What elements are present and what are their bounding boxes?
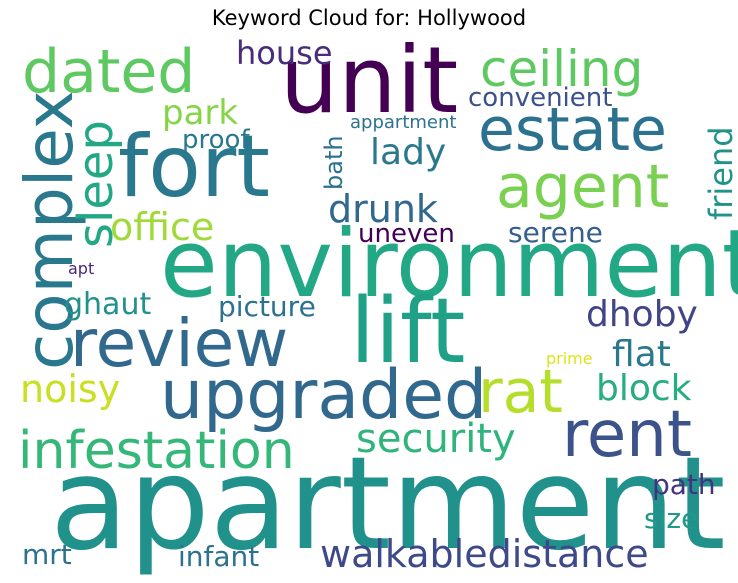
word-convenient: convenient bbox=[468, 83, 612, 113]
word-ghaut: ghaut bbox=[64, 287, 151, 322]
word-drunk: drunk bbox=[328, 187, 438, 231]
word-infant: infant bbox=[178, 540, 259, 573]
word-lady: lady bbox=[370, 132, 446, 173]
word-environment: environment bbox=[160, 210, 738, 319]
word-walkabledistance: walkabledistance bbox=[320, 532, 649, 576]
word-uneven: uneven bbox=[358, 219, 455, 249]
word-appartment: appartment bbox=[350, 112, 456, 133]
word-estate: estate bbox=[478, 95, 667, 165]
word-dhoby: dhoby bbox=[586, 294, 698, 335]
word-friend: friend bbox=[702, 126, 738, 220]
word-sleep: sleep bbox=[68, 120, 124, 248]
word-proof: proof bbox=[182, 125, 250, 155]
word-rent: rent bbox=[562, 398, 692, 472]
word-apartment: apartment bbox=[50, 430, 726, 579]
word-lift: lift bbox=[350, 279, 465, 384]
word-ceiling: ceiling bbox=[480, 40, 643, 98]
word-review: review bbox=[70, 305, 288, 382]
word-upgraded: upgraded bbox=[160, 356, 487, 435]
word-complex: complex bbox=[11, 90, 88, 370]
word-rat: rat bbox=[478, 357, 563, 427]
word-size: size bbox=[644, 502, 698, 535]
word-infestation: infestation bbox=[18, 421, 295, 481]
chart-title: Keyword Cloud for: Hollywood bbox=[211, 6, 527, 30]
word-noisy: noisy bbox=[20, 367, 120, 411]
word-security: security bbox=[356, 416, 516, 462]
word-park: park bbox=[162, 93, 238, 133]
word-picture: picture bbox=[218, 290, 316, 323]
word-mrt: mrt bbox=[22, 538, 72, 571]
word-apt: apt bbox=[68, 259, 94, 278]
word-bath: bath bbox=[320, 135, 348, 190]
word-house: house bbox=[236, 34, 333, 72]
word-block: block bbox=[596, 368, 692, 409]
word-agent: agent bbox=[496, 152, 669, 222]
word-prime: prime bbox=[546, 349, 593, 368]
word-flat: flat bbox=[612, 334, 671, 375]
word-dated: dated bbox=[22, 37, 195, 107]
word-serene: serene bbox=[508, 216, 603, 249]
word-path: path bbox=[652, 468, 716, 501]
word-office: office bbox=[110, 205, 214, 249]
word-fort: fort bbox=[118, 117, 270, 217]
word-unit: unit bbox=[280, 27, 458, 134]
